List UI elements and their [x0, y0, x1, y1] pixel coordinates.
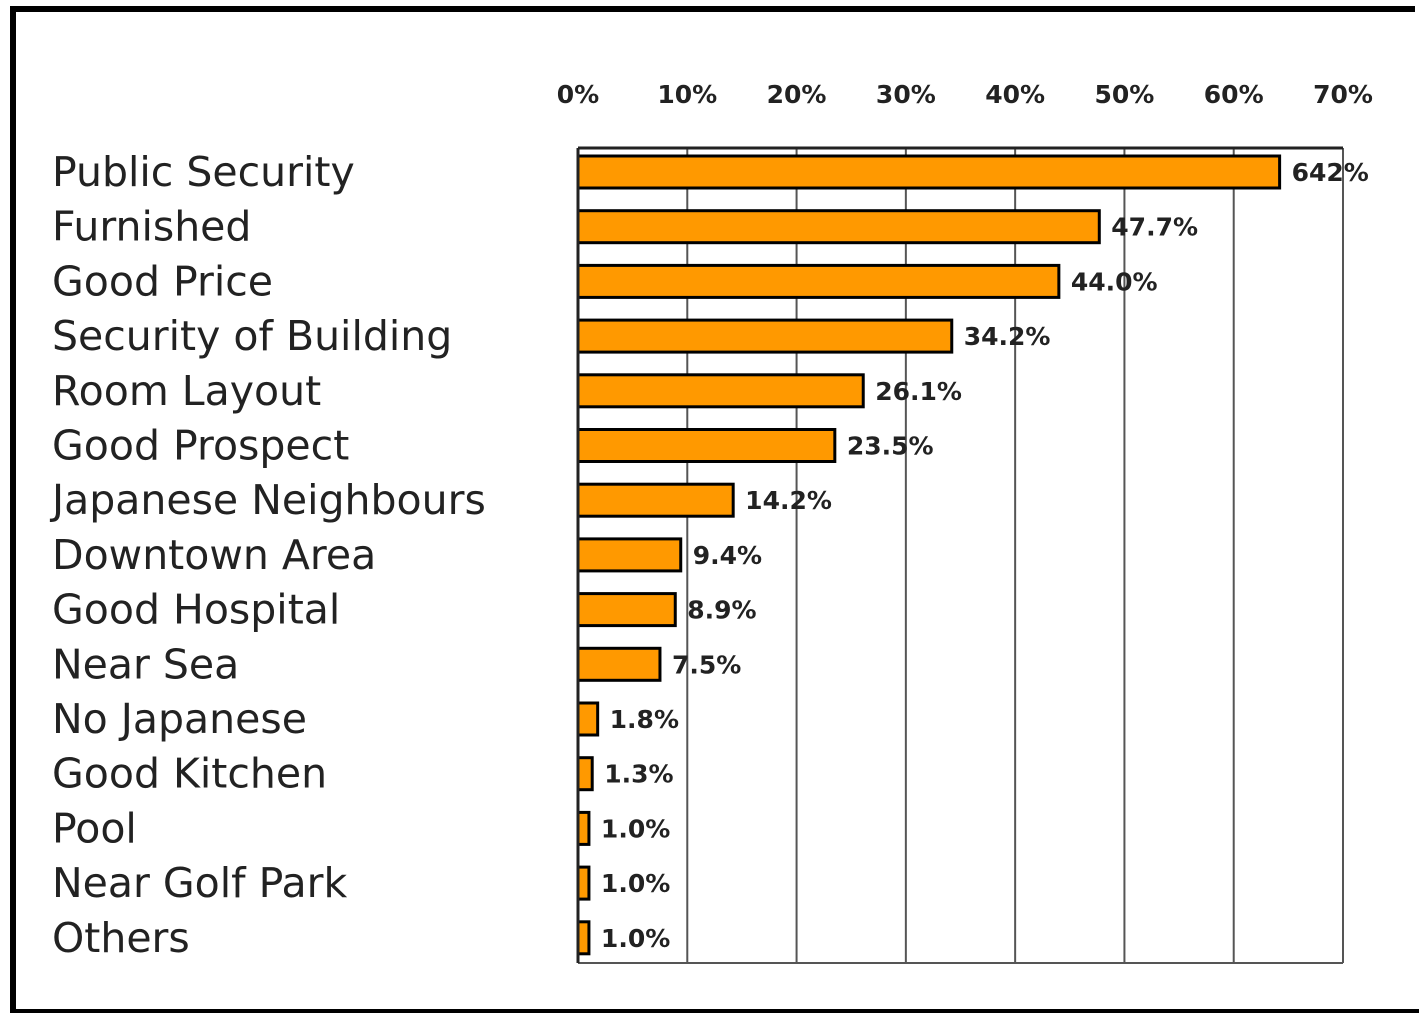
category-label: Good Price — [52, 257, 273, 305]
data-label: 44.0% — [1071, 267, 1158, 296]
category-label: Others — [52, 914, 190, 962]
data-label: 34.2% — [964, 322, 1051, 351]
category-label: Downtown Area — [52, 531, 376, 579]
data-label: 1.0% — [601, 869, 670, 898]
category-label: Near Golf Park — [52, 859, 347, 907]
bar — [576, 373, 865, 409]
bar — [576, 920, 591, 956]
x-tick-label: 0% — [557, 80, 599, 109]
x-tick-label: 20% — [767, 80, 827, 109]
category-label: No Japanese — [52, 695, 307, 743]
x-tick-label: 70% — [1313, 80, 1373, 109]
category-labels: Public Security Furnished Good Price Securi… — [49, 148, 486, 962]
data-label: 8.9% — [687, 596, 756, 625]
chart-frame-bottom-edge — [10, 1009, 1419, 1013]
bar — [576, 428, 837, 463]
data-label: 642% — [1292, 158, 1369, 187]
data-label: 47.7% — [1111, 213, 1198, 242]
bar — [576, 537, 683, 573]
bar — [576, 756, 594, 792]
category-label: Pool — [52, 804, 137, 852]
data-label: 1.0% — [601, 924, 670, 953]
data-labels: 642% 47.7% 44.0% 34.2%26.1% 23.5% 14.2% 9.4% 8.… — [601, 158, 1369, 953]
bar — [576, 865, 591, 901]
data-label: 14.2% — [745, 486, 832, 515]
data-label: 9.4% — [693, 541, 762, 570]
data-label: 7.5% — [672, 650, 741, 679]
x-tick-label: 30% — [876, 80, 936, 109]
category-label: Public Security — [52, 148, 355, 196]
bar — [576, 209, 1101, 245]
bar — [576, 154, 1282, 190]
category-label: Near Sea — [52, 640, 239, 688]
data-label: 1.8% — [610, 705, 679, 734]
bar — [576, 318, 954, 354]
bar — [576, 482, 735, 518]
bar — [576, 701, 600, 737]
x-tick-label: 60% — [1204, 80, 1264, 109]
category-label: Good Prospect — [52, 422, 349, 470]
bars — [576, 154, 1282, 956]
data-label: 26.1% — [875, 377, 962, 406]
data-label: 23.5% — [847, 432, 934, 461]
category-label: Japanese Neighbours — [49, 476, 486, 524]
category-label: Good Hospital — [52, 586, 340, 634]
bar — [576, 592, 677, 628]
category-label: Furnished — [52, 203, 251, 251]
x-tick-label: 10% — [657, 80, 717, 109]
x-tick-labels: 0% 10% 20% 30% 40% 50% 60% 70% — [557, 80, 1373, 109]
category-label: Room Layout — [52, 367, 321, 415]
category-label: Security of Building — [52, 312, 452, 360]
bar — [576, 810, 591, 846]
x-tick-label: 40% — [985, 80, 1045, 109]
bar — [576, 646, 662, 682]
data-label: 1.0% — [601, 814, 670, 843]
bar — [576, 263, 1061, 299]
category-label: Good Kitchen — [52, 750, 327, 798]
data-label: 1.3% — [604, 760, 673, 789]
x-tick-label: 50% — [1095, 80, 1155, 109]
